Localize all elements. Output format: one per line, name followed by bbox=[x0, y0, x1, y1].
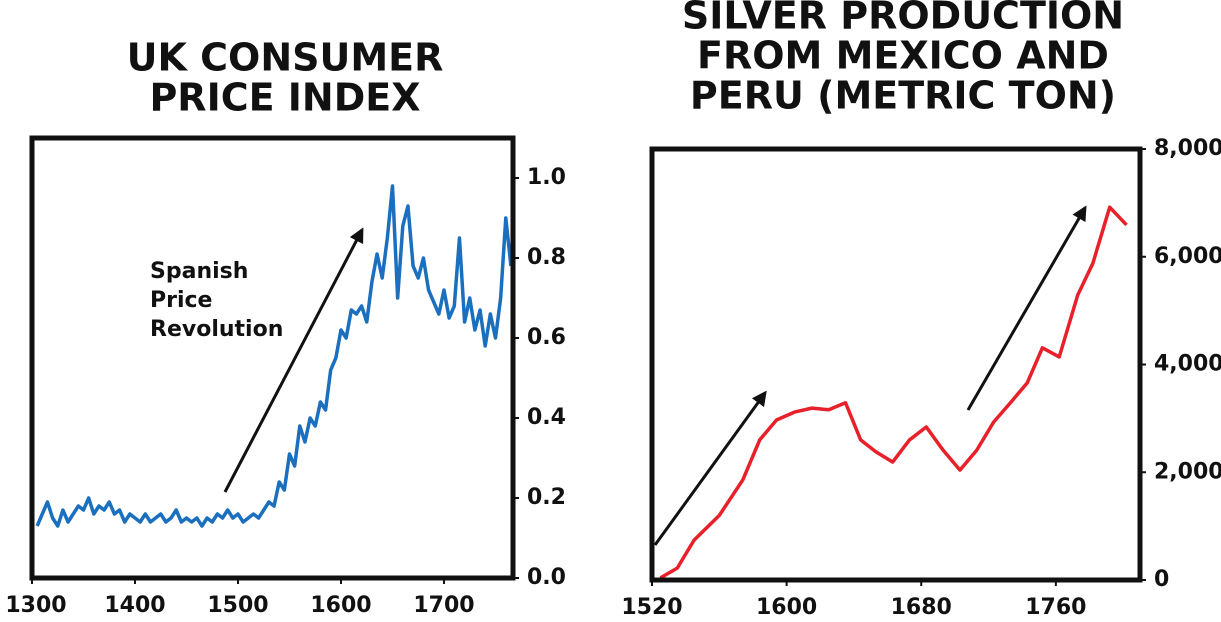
annotation: Revolution bbox=[150, 317, 283, 342]
y-tick-label: 8,000 bbox=[1154, 136, 1221, 161]
x-tick-label: 1600 bbox=[310, 593, 371, 618]
arrow bbox=[653, 390, 767, 546]
y-tick-label: 0.8 bbox=[527, 245, 566, 270]
chart-title: UK CONSUMER bbox=[127, 36, 444, 80]
y-tick-label: 4,000 bbox=[1154, 352, 1221, 377]
chart-title: PRICE INDEX bbox=[149, 76, 420, 120]
plot-frame bbox=[29, 135, 516, 581]
x-tick-label: 1400 bbox=[104, 593, 165, 618]
x-tick-label: 1500 bbox=[207, 593, 268, 618]
data-line bbox=[35, 184, 513, 528]
y-tick-label: 0.6 bbox=[527, 325, 566, 350]
y-tick-label: 0.4 bbox=[527, 405, 566, 430]
annotation: Spanish bbox=[150, 259, 248, 284]
x-tick-label: 1680 bbox=[891, 595, 952, 618]
x-tick-label: 1700 bbox=[413, 593, 474, 618]
chart-title: SILVER PRODUCTION bbox=[682, 0, 1124, 38]
x-tick-label: 1300 bbox=[5, 593, 66, 618]
y-tick-label: 6,000 bbox=[1154, 244, 1221, 269]
y-tick-label: 0 bbox=[1154, 567, 1169, 592]
x-tick-label: 1600 bbox=[756, 595, 817, 618]
y-tick-label: 2,000 bbox=[1154, 459, 1221, 484]
x-tick-label: 1520 bbox=[621, 595, 682, 618]
chart-title: PERU (METRIC TON) bbox=[690, 74, 1116, 118]
arrow bbox=[223, 227, 364, 493]
arrow bbox=[966, 205, 1087, 411]
annotation: Price bbox=[150, 288, 212, 313]
y-tick-label: 0.0 bbox=[527, 565, 566, 590]
x-tick-label: 1760 bbox=[1025, 595, 1086, 618]
chart-title: FROM MEXICO AND bbox=[697, 34, 1109, 78]
y-tick-label: 0.2 bbox=[527, 485, 566, 510]
data-line bbox=[659, 205, 1128, 580]
y-tick-label: 1.0 bbox=[527, 165, 566, 190]
plot-frame bbox=[649, 146, 1143, 583]
